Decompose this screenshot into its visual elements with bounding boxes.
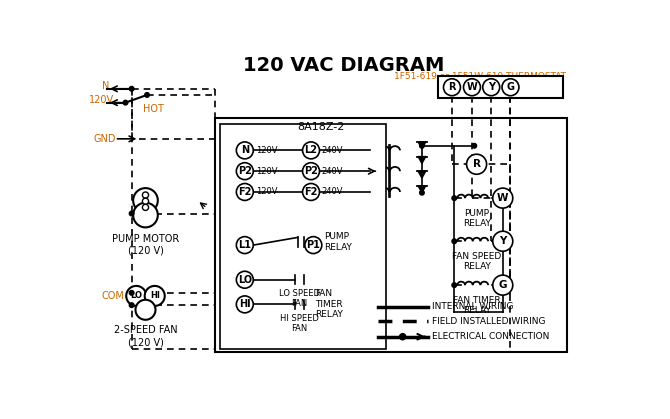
Circle shape — [492, 188, 513, 208]
Circle shape — [419, 143, 424, 148]
Text: Y: Y — [499, 236, 507, 246]
Text: LO: LO — [238, 275, 252, 285]
Text: W: W — [497, 193, 509, 203]
Circle shape — [444, 79, 460, 96]
Text: G: G — [498, 280, 507, 290]
Text: 240V: 240V — [322, 146, 343, 155]
Circle shape — [464, 79, 480, 96]
Polygon shape — [418, 142, 425, 149]
Circle shape — [483, 79, 500, 96]
Text: PUMP MOTOR
(120 V): PUMP MOTOR (120 V) — [112, 233, 179, 256]
Text: FAN SPEED
RELAY: FAN SPEED RELAY — [452, 252, 501, 272]
Bar — [438, 76, 563, 98]
Text: 120V: 120V — [255, 167, 277, 176]
Circle shape — [237, 237, 253, 253]
Text: R: R — [448, 82, 456, 92]
Text: FIELD INSTALLED WIRING: FIELD INSTALLED WIRING — [432, 317, 545, 326]
Polygon shape — [418, 157, 425, 163]
Circle shape — [129, 303, 134, 308]
Circle shape — [237, 142, 253, 159]
Text: 8A18Z-2: 8A18Z-2 — [297, 122, 344, 132]
Text: 120V: 120V — [255, 146, 277, 155]
Circle shape — [237, 271, 253, 288]
Text: 2-SPEED FAN
(120 V): 2-SPEED FAN (120 V) — [114, 325, 178, 348]
Text: 1F51-619 or 1F51W-619 THERMOSTAT: 1F51-619 or 1F51W-619 THERMOSTAT — [394, 72, 565, 81]
Circle shape — [123, 100, 128, 105]
Circle shape — [143, 204, 149, 210]
Text: FAN
TIMER
RELAY: FAN TIMER RELAY — [315, 290, 343, 319]
Text: L1: L1 — [239, 240, 251, 250]
Polygon shape — [418, 186, 425, 193]
Text: PUMP
RELAY: PUMP RELAY — [463, 209, 490, 228]
Text: FAN TIMER
RELAY: FAN TIMER RELAY — [453, 296, 500, 316]
Circle shape — [419, 190, 424, 195]
Bar — [215, 118, 567, 352]
Text: LO: LO — [130, 291, 142, 300]
Circle shape — [126, 286, 146, 306]
Text: HI SPEED
FAN: HI SPEED FAN — [280, 313, 319, 333]
Circle shape — [129, 211, 134, 216]
Circle shape — [143, 192, 149, 198]
Text: N: N — [241, 145, 249, 155]
Text: HI: HI — [150, 291, 159, 300]
Circle shape — [502, 79, 519, 96]
Circle shape — [237, 184, 253, 200]
Text: 120 VAC DIAGRAM: 120 VAC DIAGRAM — [243, 57, 444, 75]
Circle shape — [145, 286, 165, 306]
Text: 120V: 120V — [89, 95, 115, 105]
Text: HOT: HOT — [143, 104, 164, 114]
Circle shape — [303, 142, 320, 159]
Text: W: W — [466, 82, 477, 92]
Circle shape — [466, 154, 486, 174]
Circle shape — [143, 198, 149, 204]
Circle shape — [472, 143, 476, 148]
Bar — [220, 124, 386, 349]
Circle shape — [492, 231, 513, 251]
Circle shape — [452, 239, 456, 243]
Text: LO SPEED
FAN: LO SPEED FAN — [279, 289, 320, 308]
Text: R: R — [472, 159, 480, 169]
Circle shape — [452, 196, 456, 200]
Text: 120V: 120V — [255, 187, 277, 197]
Circle shape — [492, 275, 513, 295]
Text: L2: L2 — [305, 145, 318, 155]
Text: F2: F2 — [238, 187, 251, 197]
Circle shape — [129, 290, 134, 295]
Text: P2: P2 — [304, 166, 318, 176]
Circle shape — [135, 300, 155, 320]
Circle shape — [237, 296, 253, 313]
Text: COM: COM — [101, 291, 124, 301]
Text: 240V: 240V — [322, 187, 343, 197]
Text: ELECTRICAL CONNECTION: ELECTRICAL CONNECTION — [432, 332, 549, 341]
Text: P1: P1 — [306, 240, 320, 250]
Polygon shape — [418, 171, 425, 178]
Text: 240V: 240V — [322, 167, 343, 176]
Circle shape — [237, 163, 253, 180]
Text: Y: Y — [488, 82, 494, 92]
Circle shape — [399, 334, 406, 340]
Circle shape — [133, 203, 158, 228]
Text: P2: P2 — [238, 166, 252, 176]
Circle shape — [145, 93, 149, 97]
Text: HI: HI — [239, 300, 251, 309]
Circle shape — [133, 188, 158, 213]
Text: F2: F2 — [304, 187, 318, 197]
Text: N: N — [103, 81, 110, 91]
Circle shape — [303, 184, 320, 200]
Text: GND: GND — [93, 134, 116, 144]
Text: PUMP
RELAY: PUMP RELAY — [324, 232, 352, 252]
Circle shape — [303, 163, 320, 180]
Circle shape — [305, 237, 322, 253]
Circle shape — [452, 283, 456, 287]
Text: INTERNAL WIRING: INTERNAL WIRING — [432, 302, 513, 311]
Text: G: G — [507, 82, 515, 92]
Circle shape — [129, 86, 134, 91]
